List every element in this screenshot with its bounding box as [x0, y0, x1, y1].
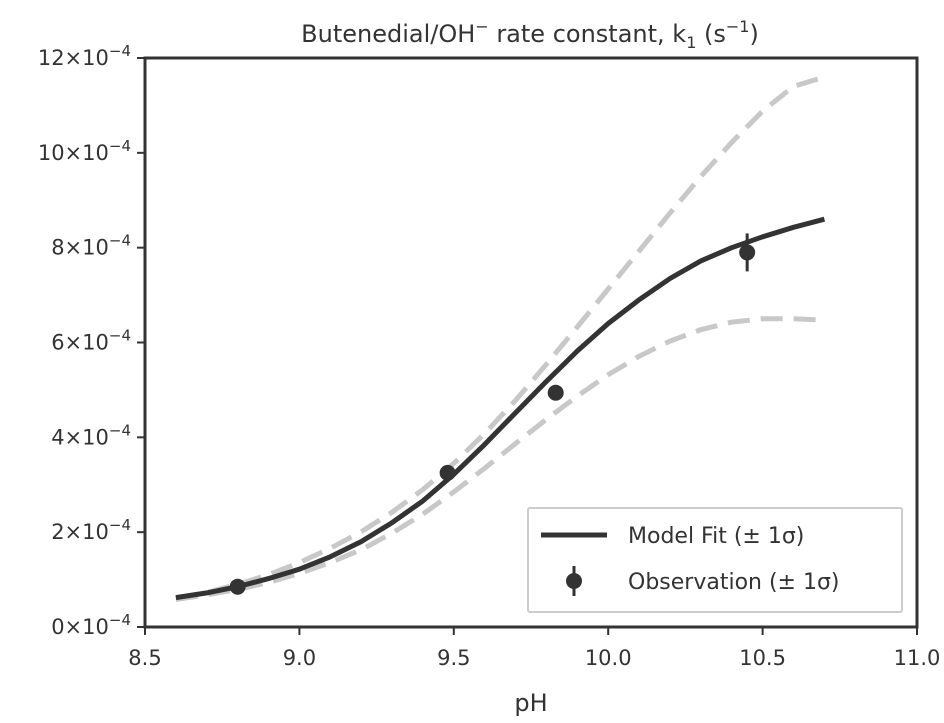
chart-title-main: Butenedial/OH	[301, 20, 475, 48]
chart-title-main-sup: −	[475, 17, 488, 36]
x-tick-label: 11.0	[894, 646, 941, 670]
legend-observation-marker	[566, 573, 582, 589]
x-tick-label: 8.5	[128, 646, 161, 670]
observation-point	[547, 384, 564, 401]
observation-point	[439, 464, 456, 481]
y-tick-label: 4×10−4	[51, 421, 131, 449]
x-tick-label: 10.5	[739, 646, 786, 670]
series-model-fit-line	[175, 216, 826, 601]
chart-title-unit-close: )	[749, 20, 758, 48]
chart-title-rest: rate constant, k	[489, 20, 687, 48]
plot-area	[175, 74, 826, 602]
x-tick-label: 9.0	[283, 646, 316, 670]
y-tick-label: 10×10−4	[38, 137, 131, 165]
chart-title-unit-sup: −1	[726, 17, 750, 36]
chart-title: Butenedial/OH− rate constant, k1 (s−1)	[301, 17, 759, 52]
legend: Model Fit (± 1σ) Observation (± 1σ)	[527, 507, 903, 613]
axes-frame	[143, 56, 919, 629]
legend-fit-label: Model Fit (± 1σ)	[628, 524, 804, 549]
y-tick-label: 0×10−4	[51, 611, 131, 639]
observation-point	[739, 244, 756, 261]
observation-point	[229, 578, 246, 595]
y-tick-label: 6×10−4	[51, 327, 131, 355]
legend-box	[527, 507, 903, 613]
chart-title-sub: 1	[686, 33, 696, 52]
x-tick-label: 9.5	[437, 646, 470, 670]
y-tick-label: 8×10−4	[51, 232, 131, 260]
chart-title-unit-open: (s	[696, 20, 726, 48]
x-axis-label: pH	[514, 689, 547, 717]
y-tick-label: 12×10−4	[38, 42, 131, 70]
y-tick-label: 2×10−4	[51, 516, 131, 544]
axis-ticks: 8.5 9.0 9.5 10.0 10.5 11.0 0×10−4 2×10−4 4×10−4 6…	[38, 42, 941, 670]
legend-observation-label: Observation (± 1σ)	[628, 570, 840, 595]
series-lower-bound-line	[175, 316, 825, 602]
series-upper-bound-line	[175, 74, 826, 601]
x-tick-label: 10.0	[585, 646, 632, 670]
